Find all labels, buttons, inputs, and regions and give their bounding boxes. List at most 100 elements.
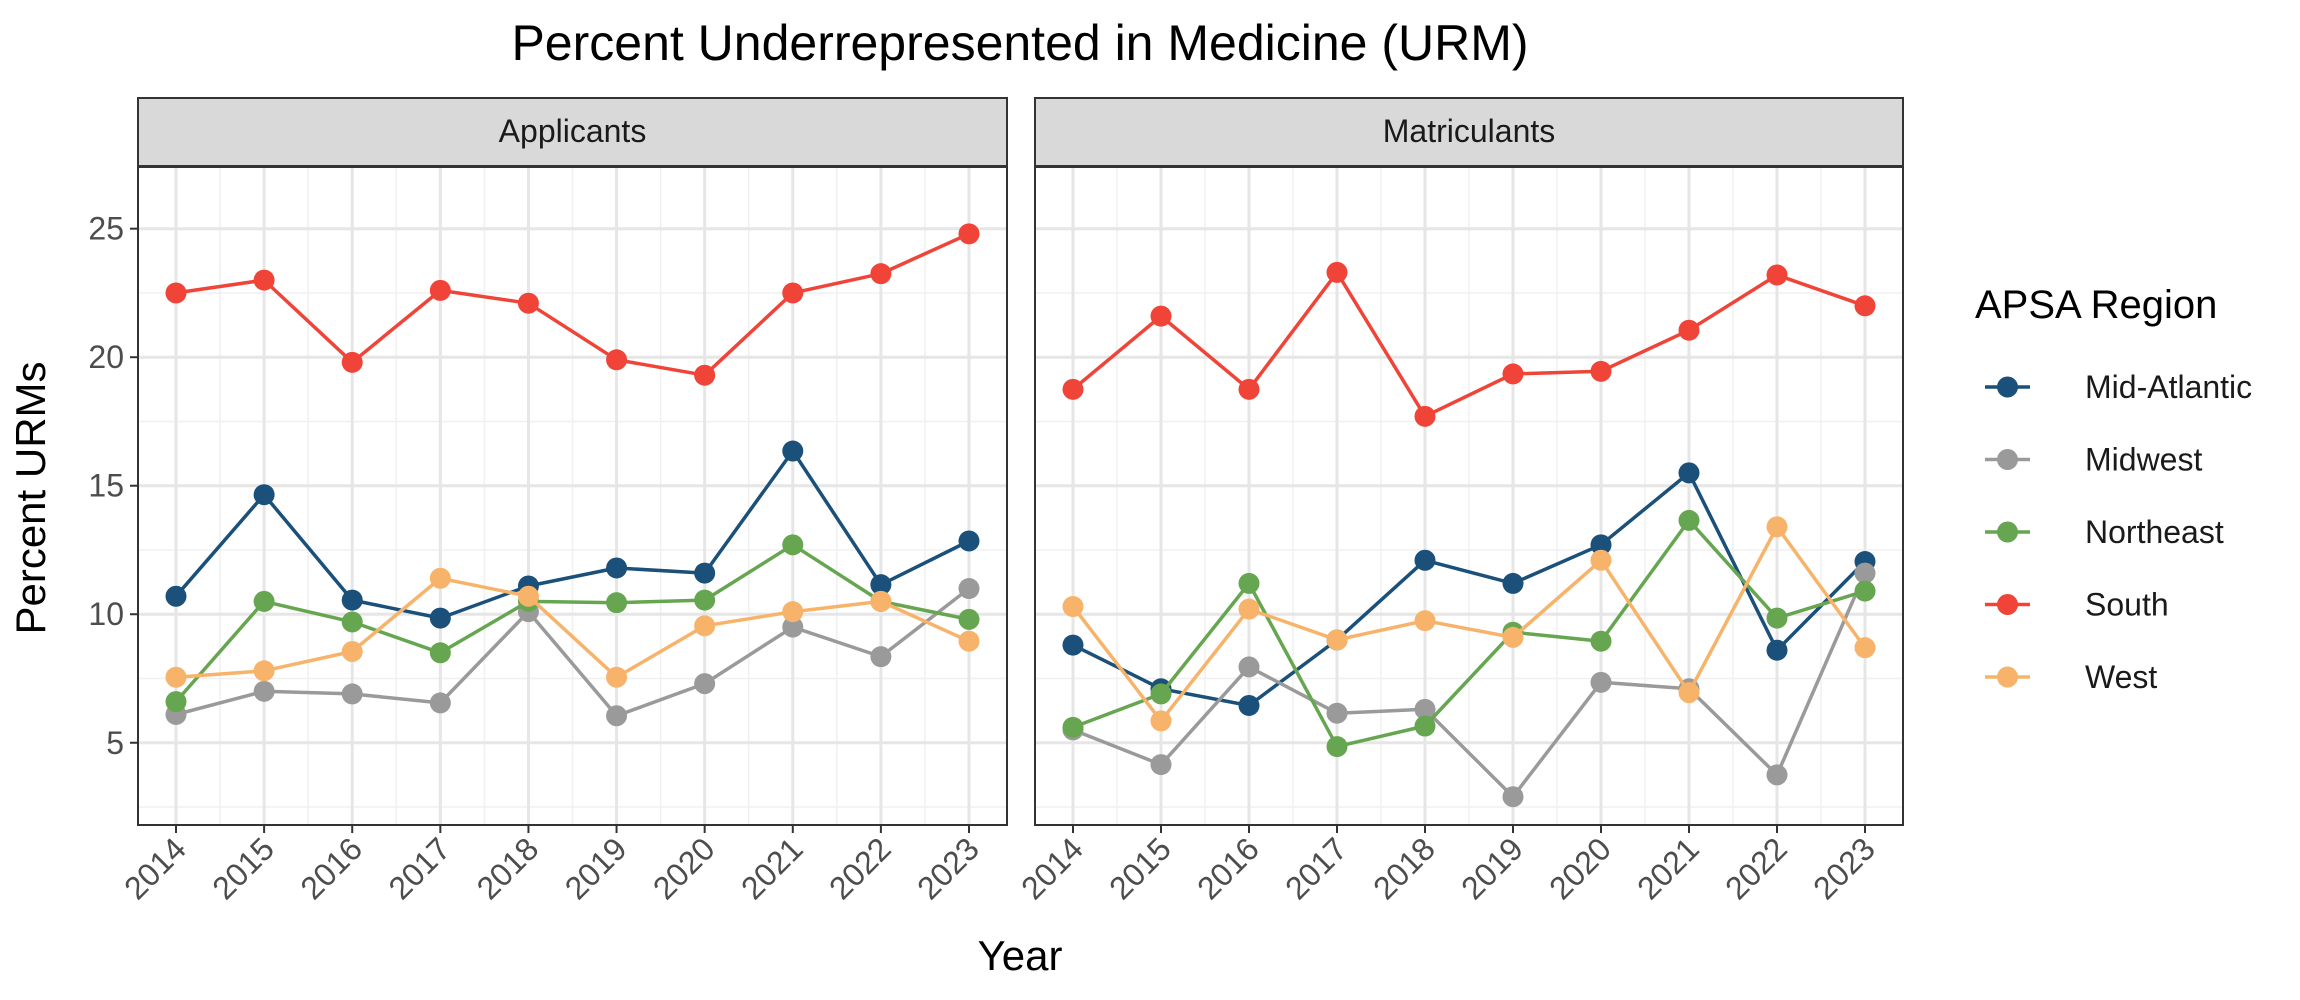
- data-point: [1414, 405, 1436, 427]
- x-axis-label: Year: [978, 932, 1063, 979]
- series-line: [175, 232, 970, 377]
- data-point: [1854, 562, 1876, 584]
- data-point: [429, 692, 451, 714]
- strip-label: Applicants: [499, 113, 647, 149]
- x-tick-label: 2016: [293, 830, 369, 906]
- legend-label: Northeast: [2085, 514, 2224, 550]
- data-point: [1766, 516, 1788, 538]
- data-point: [1238, 694, 1260, 716]
- data-point: [1590, 549, 1612, 571]
- data-point: [694, 364, 716, 386]
- data-point: [1062, 716, 1084, 738]
- data-point: [253, 269, 275, 291]
- series-west: [1062, 516, 1876, 732]
- series-line: [1072, 572, 1867, 799]
- series-line: [1071, 525, 1867, 723]
- data-point: [1678, 509, 1700, 531]
- data-point: [1326, 261, 1348, 283]
- data-point: [1766, 607, 1788, 629]
- y-tick-label: 5: [106, 725, 124, 761]
- data-point: [517, 585, 539, 607]
- x-tick-label: 2020: [646, 830, 722, 906]
- data-point: [606, 705, 628, 727]
- data-point: [870, 646, 892, 668]
- data-point: [253, 660, 275, 682]
- data-point: [958, 608, 980, 630]
- legend-label: Midwest: [2085, 442, 2202, 478]
- x-tick-label: 2015: [1102, 830, 1178, 906]
- legend-entry-south: South: [1985, 587, 2169, 623]
- data-point: [1238, 572, 1260, 594]
- data-point: [782, 616, 804, 638]
- strip-label: Matriculants: [1383, 113, 1556, 149]
- data-point: [1150, 683, 1172, 705]
- series-west: [165, 567, 980, 688]
- data-point: [253, 484, 275, 506]
- data-point: [958, 223, 980, 245]
- series-south: [1062, 261, 1876, 427]
- data-point: [1854, 295, 1876, 317]
- data-point: [341, 611, 363, 633]
- x-tick-label: 2014: [117, 830, 193, 906]
- series-northeast: [1062, 509, 1876, 758]
- data-point: [165, 666, 187, 688]
- legend-title: APSA Region: [1975, 283, 2217, 327]
- data-point: [1590, 671, 1612, 693]
- x-tick-label: 2021: [734, 830, 810, 906]
- data-point: [1062, 596, 1084, 618]
- series-midwest: [165, 578, 980, 727]
- series-line: [175, 587, 971, 718]
- data-point: [1678, 682, 1700, 704]
- data-point: [429, 607, 451, 629]
- data-point: [782, 534, 804, 556]
- data-point: [1678, 462, 1700, 484]
- x-tick-label: 2016: [1190, 830, 1266, 906]
- data-point: [165, 585, 187, 607]
- series-line: [1072, 471, 1867, 708]
- legend-entry-northeast: Northeast: [1985, 514, 2224, 550]
- data-point: [958, 630, 980, 652]
- data-point: [1326, 736, 1348, 758]
- data-point: [1854, 637, 1876, 659]
- data-point: [1414, 610, 1436, 632]
- data-point: [958, 530, 980, 552]
- data-point: [782, 440, 804, 462]
- x-tick-label: 2022: [1718, 830, 1794, 906]
- data-point: [1414, 698, 1436, 720]
- data-point: [1150, 305, 1172, 327]
- data-point: [429, 642, 451, 664]
- series-mid-atlantic: [165, 440, 980, 629]
- data-point: [253, 680, 275, 702]
- data-point: [1766, 764, 1788, 786]
- x-tick-label: 2023: [1806, 830, 1882, 906]
- y-axis-label: Percent URMs: [7, 361, 54, 634]
- data-point: [782, 282, 804, 304]
- data-point: [1238, 598, 1260, 620]
- series-line: [174, 449, 970, 620]
- legend-label: West: [2085, 659, 2157, 695]
- series-south: [165, 223, 980, 386]
- data-point: [1766, 264, 1788, 286]
- x-tick-label: 2020: [1542, 830, 1618, 906]
- data-point: [1854, 580, 1876, 602]
- data-point: [1502, 626, 1524, 648]
- legend: APSA Region Mid-Atlantic Midwest Northeast…: [1975, 283, 2252, 695]
- legend-items: Mid-Atlantic Midwest Northeast South West: [1985, 369, 2252, 695]
- panel-matriculants: Matriculants 2014 2015 2016 2017 2018 2019 2020…: [1014, 97, 1904, 906]
- data-point: [694, 589, 716, 611]
- x-tick-label: 2018: [470, 830, 546, 906]
- data-point: [1238, 656, 1260, 678]
- data-point: [606, 666, 628, 688]
- series-line: [1072, 518, 1866, 749]
- x-tick-label: 2022: [822, 830, 898, 906]
- x-tick-label: 2018: [1366, 830, 1442, 906]
- data-point: [341, 641, 363, 663]
- legend-entry-west: West: [1985, 659, 2157, 695]
- y-tick-label: 10: [88, 596, 124, 632]
- legend-entry-midwest: Midwest: [1985, 442, 2202, 478]
- legend-key-point: [1997, 521, 2018, 543]
- data-point: [165, 282, 187, 304]
- data-point: [341, 589, 363, 611]
